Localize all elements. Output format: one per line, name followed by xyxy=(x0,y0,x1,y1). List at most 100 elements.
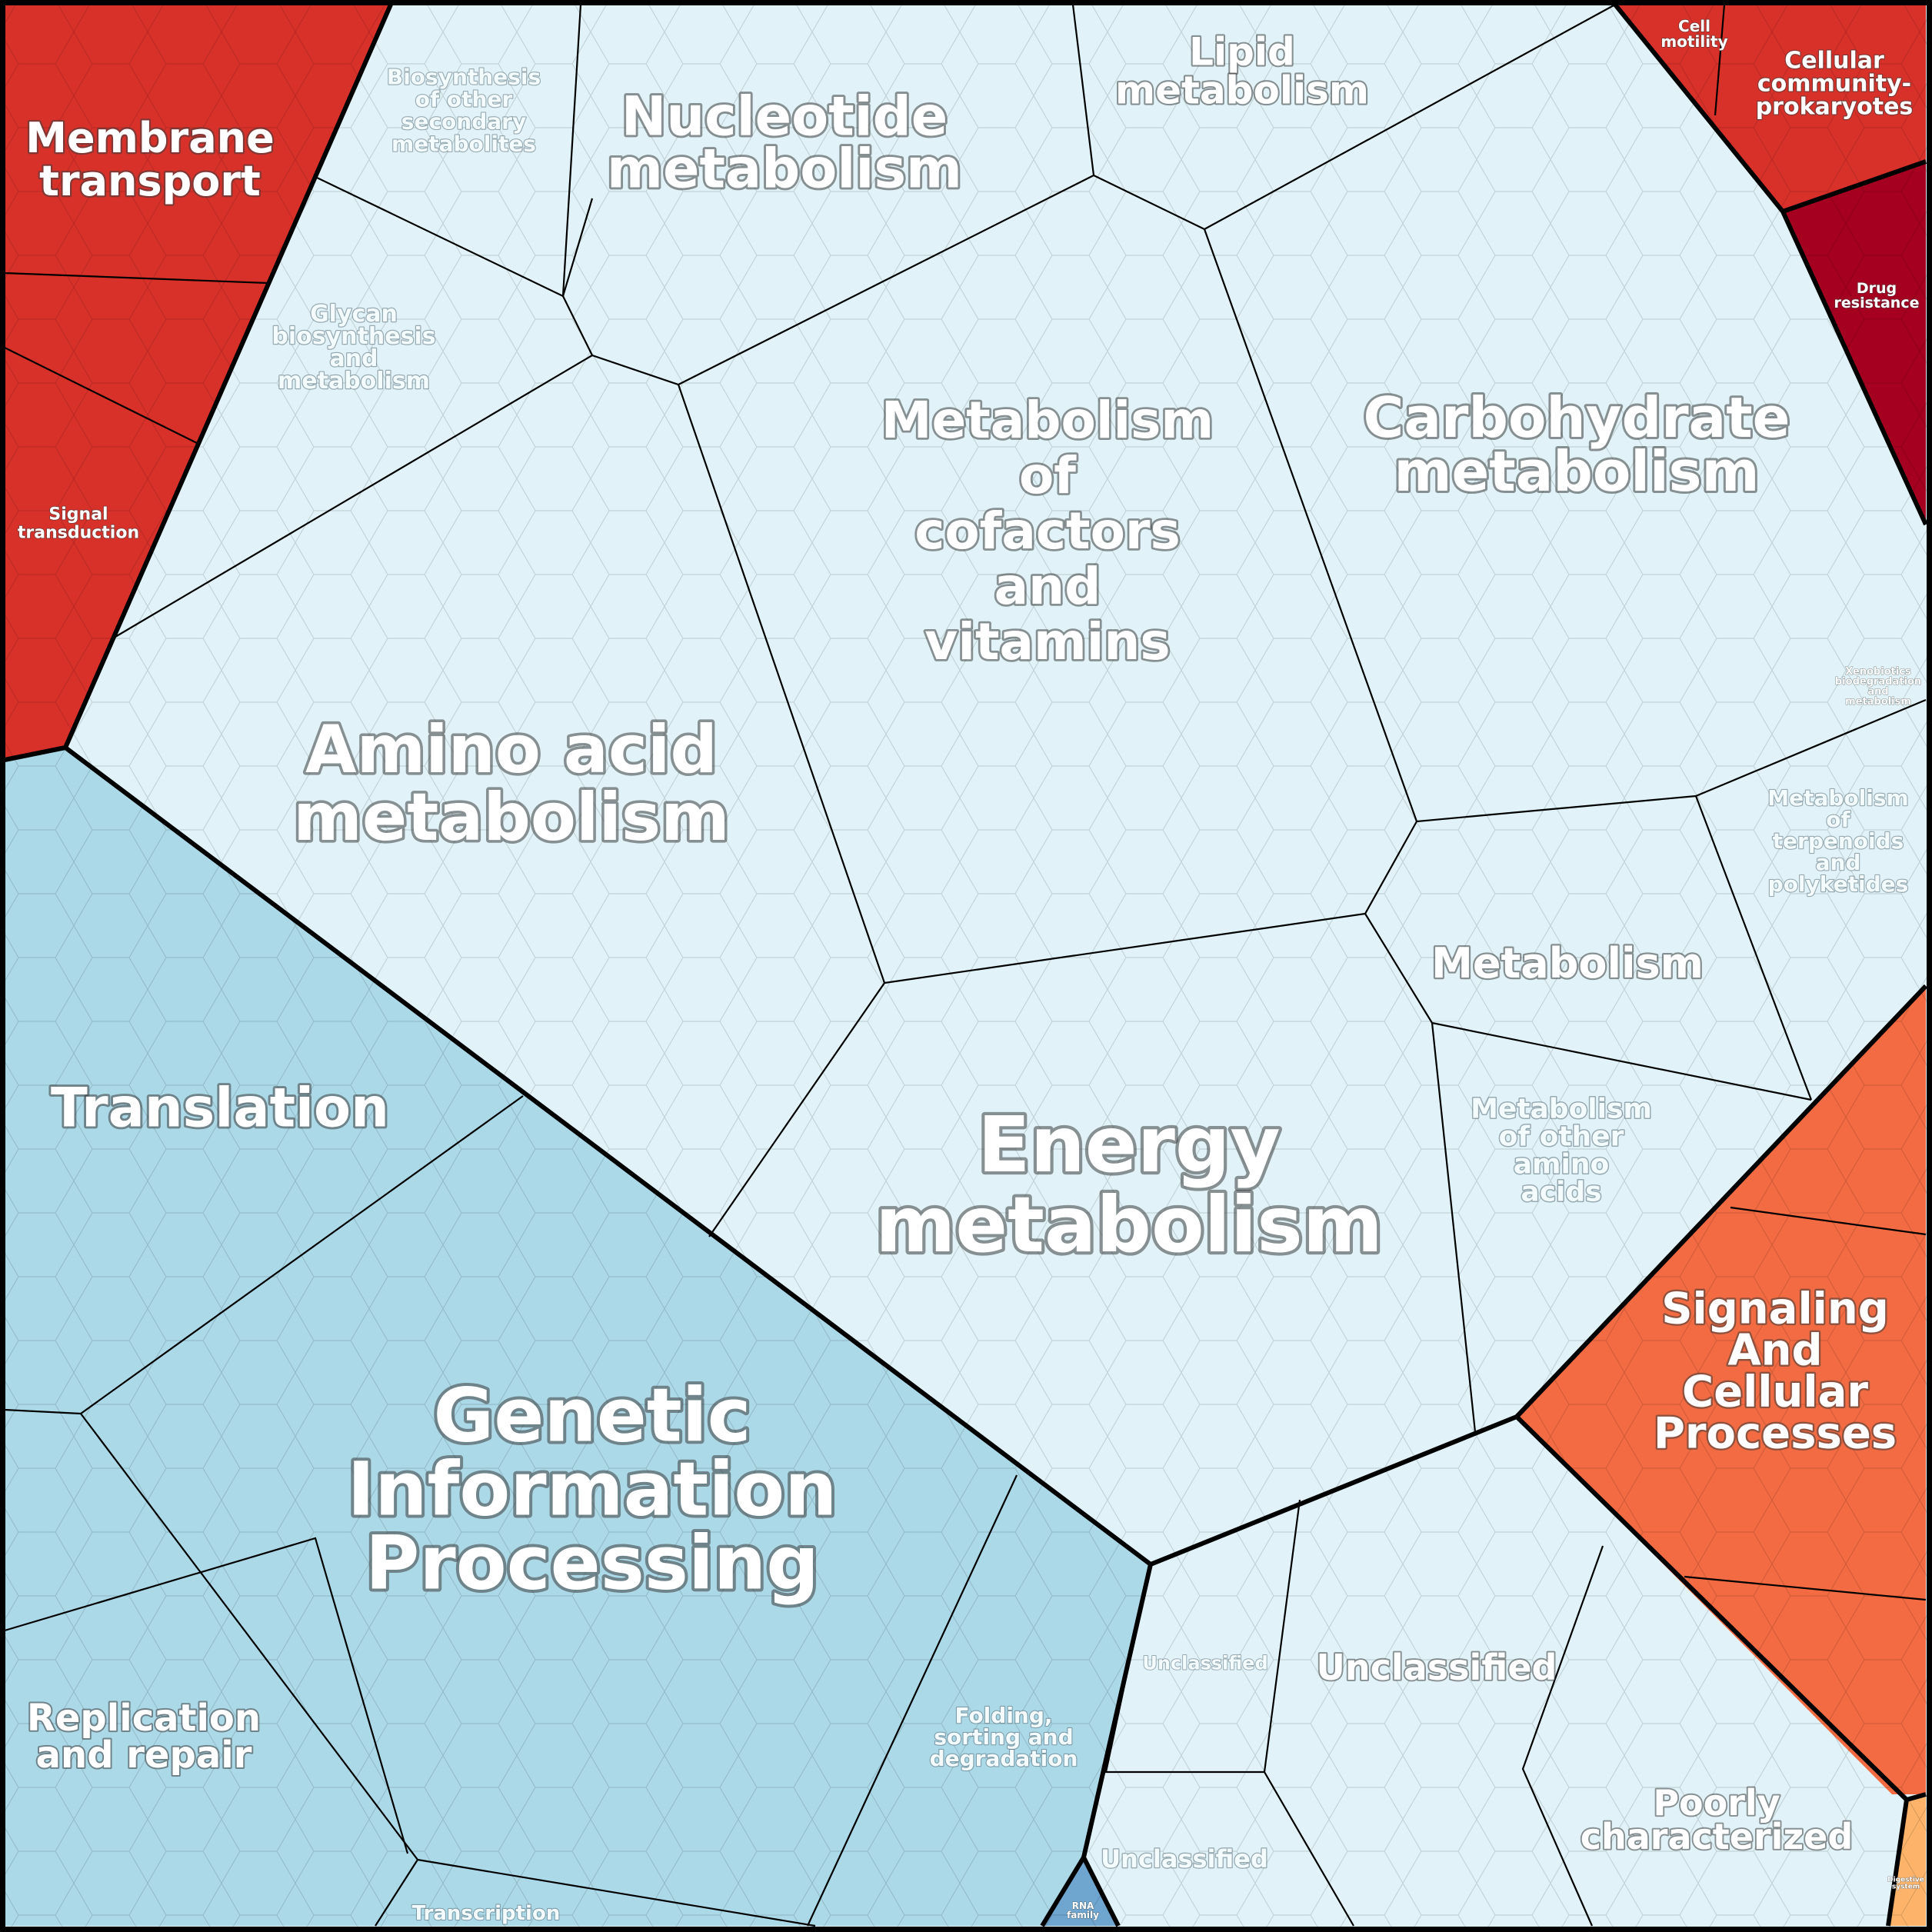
label-line: motility xyxy=(1661,32,1727,51)
label-line: acids xyxy=(1521,1177,1601,1208)
label-line: Processes xyxy=(1654,1409,1897,1459)
border-nucleotide-bottom xyxy=(562,175,1094,386)
label-line: And xyxy=(1727,1326,1822,1376)
label-line: of other xyxy=(415,86,513,112)
label-line: terpenoids xyxy=(1773,828,1904,854)
label-unclassified-large: Unclassified xyxy=(1317,1647,1557,1688)
label-line: Transcription xyxy=(412,1902,561,1925)
border-membrane-signal xyxy=(4,347,201,445)
label-metabolism: Metabolism xyxy=(1431,939,1704,988)
label-cofactors: Metabolism of cofactors and vitamins xyxy=(881,391,1214,671)
label-line: metabolism xyxy=(1394,439,1759,504)
border-signaling-inner-2 xyxy=(1684,1575,1927,1601)
label-line: Metabolism xyxy=(881,391,1214,450)
label-line: Lipid xyxy=(1189,30,1295,75)
label-line: metabolism xyxy=(1115,68,1369,113)
label-line: community- xyxy=(1757,71,1911,98)
border-unclassified-3 xyxy=(1264,1771,1354,1927)
label-line: Biosynthesis xyxy=(387,64,541,89)
label-other-amino: Metabolism of other amino acids xyxy=(1471,1094,1652,1208)
label-line: metabolites xyxy=(391,131,536,156)
label-line: and xyxy=(994,557,1101,616)
label-replication: Replication and repair xyxy=(27,1697,261,1777)
label-line: metabolism xyxy=(875,1180,1383,1270)
label-translation: Translation xyxy=(51,1077,389,1140)
label-line: and xyxy=(1816,850,1861,875)
label-line: degradation xyxy=(930,1746,1078,1771)
label-line: and repair xyxy=(36,1734,252,1777)
label-biosynthesis-secondary: Biosynthesis of other secondary metabolites xyxy=(387,64,541,156)
label-lipid-metabolism: Lipid metabolism xyxy=(1115,30,1369,113)
label-line: Nucleotide xyxy=(621,85,948,148)
label-line: resistance xyxy=(1834,295,1920,311)
label-nucleotide-metabolism: Nucleotide metabolism xyxy=(607,85,962,201)
label-line: characterized xyxy=(1581,1816,1854,1857)
label-energy: Energy metabolism xyxy=(875,1100,1383,1270)
label-line: Energy xyxy=(978,1100,1280,1190)
border-amino-right xyxy=(677,384,886,984)
label-line: Cell xyxy=(1678,17,1710,35)
label-line: family xyxy=(1067,1910,1099,1920)
border-cofactor-bottom xyxy=(884,794,1697,984)
label-rna-family: RNA family xyxy=(1067,1900,1099,1920)
border-terp-left xyxy=(1694,795,1813,1101)
border-energy-unclassified xyxy=(1149,1414,1518,1567)
cell-borders xyxy=(4,4,1927,1927)
label-line: of other xyxy=(1499,1121,1624,1153)
label-line: Information xyxy=(347,1447,837,1533)
label-line: biodegradation xyxy=(1835,676,1921,688)
label-line: transport xyxy=(39,157,261,205)
label-signal-transduction: Signal transduction xyxy=(18,505,139,543)
label-line: polyketides xyxy=(1768,871,1909,897)
label-line: metabolism xyxy=(1845,696,1911,708)
label-line: Cellular xyxy=(1784,48,1884,75)
labels: Membrane transport Signal transduction Bio… xyxy=(17,16,1924,1926)
label-xenobiotics: Xenobiotics biodegradation and metabolism xyxy=(1835,666,1921,708)
label-line: Xenobiotics xyxy=(1845,666,1911,678)
label-line: Signal xyxy=(48,505,108,525)
label-line: Metabolism xyxy=(1471,1094,1652,1125)
border-drug xyxy=(1782,159,1927,214)
label-poorly: Poorly characterized xyxy=(1581,1782,1854,1857)
border-signaling-inner xyxy=(1730,1206,1927,1236)
border-transcription xyxy=(375,1859,418,1927)
label-line: Glycan xyxy=(310,301,398,328)
label-folding: Folding, sorting and degradation xyxy=(930,1703,1078,1771)
label-line: Membrane xyxy=(25,114,274,162)
label-line: vitamins xyxy=(924,612,1170,671)
border-glycan xyxy=(115,355,593,638)
label-line: Unclassified xyxy=(1101,1844,1268,1874)
border-signaling xyxy=(1514,984,1928,1419)
label-unclassified-bottom: Unclassified xyxy=(1101,1844,1268,1874)
label-line: Processing xyxy=(365,1521,819,1607)
label-transcription: Transcription xyxy=(412,1902,561,1925)
label-amino-acid: Amino acid metabolism xyxy=(293,711,729,856)
border-cell-motility xyxy=(1714,4,1726,116)
border-nucleotide-right xyxy=(561,4,582,297)
border-cofactor-right xyxy=(1203,228,1418,822)
label-line: amino xyxy=(1514,1149,1610,1181)
label-line: and xyxy=(329,345,378,372)
border-unclassified-2 xyxy=(1521,1545,1604,1927)
label-line: Metabolism xyxy=(1431,939,1704,988)
label-line: and xyxy=(1867,686,1888,698)
border-lipid-left xyxy=(1071,4,1095,176)
label-signaling-cellular: Signaling And Cellular Processes xyxy=(1654,1284,1897,1459)
label-line: prokaryotes xyxy=(1756,94,1914,121)
label-glycan: Glycan biosynthesis and metabolism xyxy=(271,301,435,395)
label-line: Digestive xyxy=(1887,1877,1924,1884)
label-line: metabolism xyxy=(293,779,729,856)
label-line: RNA xyxy=(1072,1900,1094,1911)
label-line: Drug xyxy=(1857,280,1897,297)
border-energy-left xyxy=(708,982,885,1237)
label-terpenoids: Metabolism of terpenoids and polyketides xyxy=(1767,785,1908,897)
border-replication xyxy=(4,1537,409,1854)
label-line: system xyxy=(1892,1884,1920,1891)
border-folding xyxy=(807,1474,1018,1927)
label-line: Poorly xyxy=(1653,1782,1780,1824)
label-line: Amino acid xyxy=(305,711,718,788)
label-line: Metabolism xyxy=(1767,785,1908,811)
label-line: Genetic xyxy=(433,1373,751,1459)
